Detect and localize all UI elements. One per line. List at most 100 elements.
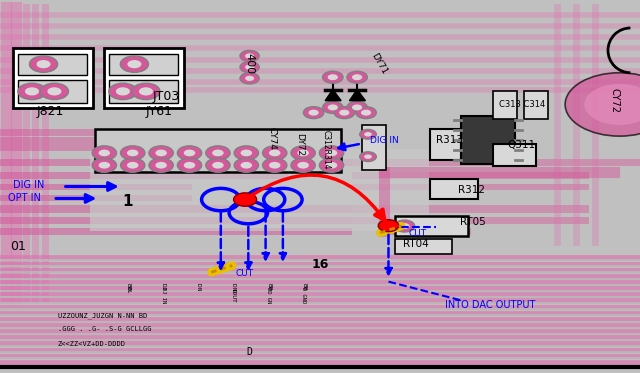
Text: D OUT: D OUT <box>231 283 236 302</box>
Circle shape <box>116 87 130 95</box>
Text: CY72: CY72 <box>609 88 620 113</box>
Text: Q311: Q311 <box>508 141 536 150</box>
Circle shape <box>127 162 138 169</box>
Text: J821: J821 <box>36 106 63 118</box>
Bar <box>430 129 461 160</box>
Circle shape <box>269 150 280 156</box>
Circle shape <box>328 74 338 80</box>
Circle shape <box>36 60 51 68</box>
Bar <box>493 144 536 166</box>
Circle shape <box>234 193 257 206</box>
Circle shape <box>291 158 316 172</box>
Polygon shape <box>325 90 341 101</box>
Text: 16: 16 <box>311 258 329 271</box>
Text: R312: R312 <box>458 185 484 195</box>
Text: D: D <box>196 283 201 287</box>
Circle shape <box>269 162 280 169</box>
Text: D: D <box>246 348 253 357</box>
Circle shape <box>127 150 138 156</box>
Text: Z<<ZZ<VZ+DD-DDDD: Z<<ZZ<VZ+DD-DDDD <box>58 341 125 347</box>
Text: UZZOUNZ_JUZGN N-NN BD: UZZOUNZ_JUZGN N-NN BD <box>58 312 147 319</box>
Circle shape <box>584 84 640 125</box>
Circle shape <box>303 107 324 119</box>
Text: CUT: CUT <box>236 269 253 278</box>
Bar <box>352 217 589 224</box>
Circle shape <box>92 146 116 160</box>
Circle shape <box>29 56 58 72</box>
Text: DIG IN: DIG IN <box>370 137 399 145</box>
Circle shape <box>334 107 355 119</box>
Text: DJ: DJ <box>161 283 166 291</box>
Circle shape <box>156 162 167 169</box>
Circle shape <box>245 76 254 81</box>
Circle shape <box>291 146 316 160</box>
Text: DIG IN: DIG IN <box>13 181 44 190</box>
Circle shape <box>360 152 376 162</box>
Circle shape <box>378 220 399 232</box>
Text: RT05: RT05 <box>460 217 485 227</box>
Polygon shape <box>349 90 365 101</box>
Circle shape <box>177 158 202 172</box>
Circle shape <box>241 162 252 169</box>
Circle shape <box>241 150 252 156</box>
Circle shape <box>262 146 287 160</box>
Text: OPT IN: OPT IN <box>8 193 40 203</box>
Text: C313 C314: C313 C314 <box>499 100 545 109</box>
Circle shape <box>319 158 344 172</box>
Text: ND: ND <box>231 287 236 294</box>
Circle shape <box>149 146 173 160</box>
Circle shape <box>206 158 230 172</box>
Circle shape <box>109 83 137 100</box>
Circle shape <box>184 150 195 156</box>
Text: DY71: DY71 <box>369 51 388 76</box>
Circle shape <box>394 220 415 232</box>
Bar <box>0 228 352 235</box>
Text: R313: R313 <box>436 135 463 145</box>
Circle shape <box>139 87 153 95</box>
Circle shape <box>565 73 640 136</box>
Circle shape <box>234 158 259 172</box>
Bar <box>493 91 517 119</box>
Bar <box>430 179 478 199</box>
Circle shape <box>120 56 148 72</box>
Bar <box>90 149 429 231</box>
Circle shape <box>177 146 202 160</box>
Text: C312R314: C312R314 <box>322 130 331 170</box>
Bar <box>18 54 87 75</box>
Bar <box>352 184 589 190</box>
Circle shape <box>323 71 343 83</box>
Circle shape <box>360 129 376 139</box>
Text: 1: 1 <box>123 194 133 209</box>
Circle shape <box>364 154 372 159</box>
Circle shape <box>298 150 309 156</box>
Bar <box>95 129 341 172</box>
Text: CY74: CY74 <box>268 126 276 150</box>
Circle shape <box>240 50 259 62</box>
Circle shape <box>99 150 110 156</box>
Circle shape <box>18 83 46 100</box>
Circle shape <box>206 146 230 160</box>
Bar <box>104 48 184 108</box>
Text: .GGG . .G- .S-G GCLLGG: .GGG . .G- .S-G GCLLGG <box>58 326 151 332</box>
Circle shape <box>356 107 376 119</box>
Circle shape <box>120 146 145 160</box>
Bar <box>352 172 589 179</box>
Text: DJ IN: DJ IN <box>161 287 166 304</box>
Bar <box>395 216 468 236</box>
Circle shape <box>262 158 287 172</box>
Bar <box>362 125 386 170</box>
Bar <box>18 80 87 103</box>
Bar <box>109 80 178 103</box>
Bar <box>352 159 640 166</box>
Circle shape <box>245 53 254 59</box>
Circle shape <box>352 104 362 110</box>
Bar <box>13 48 93 108</box>
Text: D GND: D GND <box>301 287 307 304</box>
Circle shape <box>326 162 337 169</box>
Circle shape <box>298 162 309 169</box>
Bar <box>0 184 192 190</box>
Circle shape <box>47 87 61 95</box>
Circle shape <box>347 101 367 113</box>
Bar <box>109 54 178 75</box>
Circle shape <box>127 60 141 68</box>
